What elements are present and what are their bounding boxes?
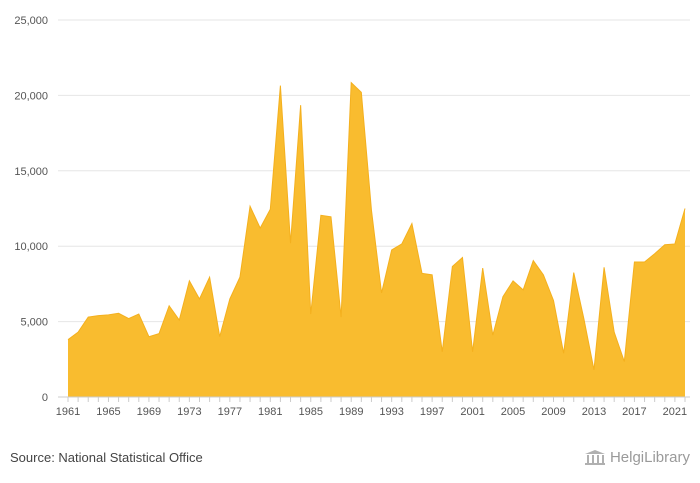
y-tick-label: 10,000 — [14, 241, 48, 253]
x-tick-label: 1989 — [339, 406, 363, 418]
x-tick-label: 1961 — [56, 406, 80, 418]
logo-text: HelgiLibrary — [609, 449, 690, 466]
x-tick-label: 1965 — [96, 406, 120, 418]
x-tick-label: 1981 — [258, 406, 282, 418]
x-tick-label: 1993 — [379, 406, 403, 418]
x-tick-label: 2001 — [460, 406, 484, 418]
x-axis: 1961 1965 1969 1973 1977 1981 1985 1989 1993 1997… — [56, 397, 687, 418]
x-tick-label: 1977 — [218, 406, 242, 418]
y-tick-label: 20,000 — [14, 90, 48, 102]
x-tick-label: 2005 — [501, 406, 525, 418]
area-series-line — [67, 81, 686, 370]
x-tick-label: 2013 — [582, 406, 606, 418]
y-tick-label: 15,000 — [14, 166, 48, 178]
y-tick-label: 0 — [42, 392, 48, 404]
x-tick-label: 1997 — [420, 406, 444, 418]
x-tick-label: 2017 — [622, 406, 646, 418]
x-tick-label: 2021 — [663, 406, 687, 418]
x-tick-label: 2009 — [541, 406, 565, 418]
library-columns-icon — [584, 449, 605, 465]
x-tick-label: 1973 — [177, 406, 201, 418]
y-axis: 0 5,000 10,000 15,000 20,000 25,000 — [14, 15, 48, 404]
x-tick-label: 1985 — [299, 406, 323, 418]
helgi-library-logo: HelgiLibrary — [584, 449, 690, 466]
x-tick-label: 1969 — [137, 406, 161, 418]
area-series — [68, 82, 685, 397]
y-tick-label: 25,000 — [14, 15, 48, 27]
y-tick-label: 5,000 — [20, 317, 48, 329]
source-note: Source: National Statistical Office — [10, 450, 203, 465]
